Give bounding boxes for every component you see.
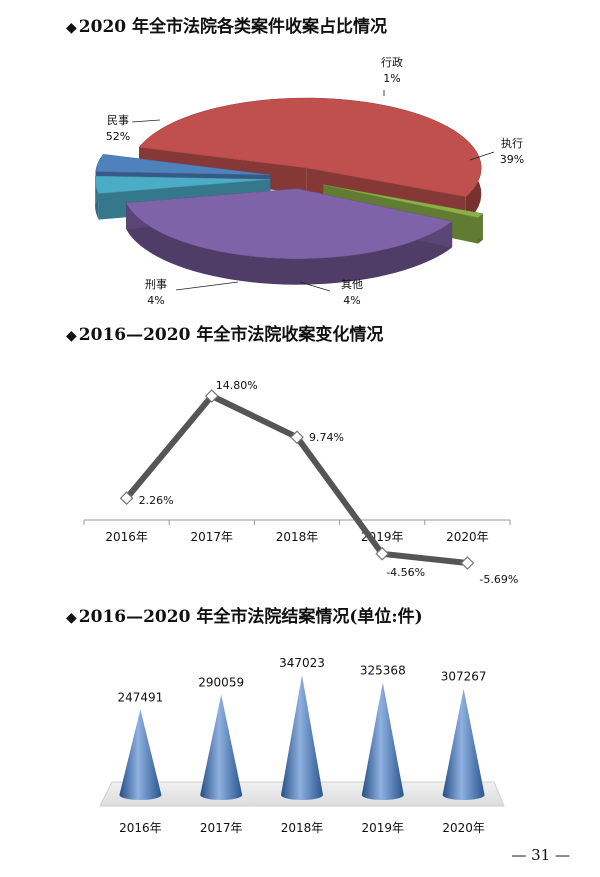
pie-slice-name: 执行 (501, 136, 523, 150)
cone-bar (200, 694, 243, 800)
diamond-bullet-icon: ◆ (66, 328, 77, 344)
cone-data-label: 247491 (117, 690, 163, 704)
pie-chart-title: ◆ 2020 年全市法院各类案件收案占比情况 (66, 17, 388, 37)
line-data-label: 14.80% (216, 379, 258, 392)
line-data-label: -4.56% (386, 566, 425, 579)
pie-slice-top (95, 154, 271, 176)
pie-slice-name: 刑事 (145, 278, 167, 291)
pie-slice-name: 其他 (341, 278, 363, 291)
line-data-label: 9.74% (309, 431, 344, 444)
line-x-tick-label: 2018年 (276, 530, 319, 544)
page-number: — 31 — (511, 846, 570, 864)
cone-data-label: 307267 (441, 670, 487, 684)
pie-slice-percent: 52% (106, 130, 130, 143)
pie-leader-line (469, 151, 495, 161)
cone-bar (119, 709, 162, 800)
cone-shape (442, 688, 485, 800)
pie-slice-top (323, 184, 484, 218)
diamond-bullet-icon: ◆ (66, 610, 77, 626)
pie-slice-percent: 39% (500, 153, 524, 166)
line-data-label: -5.69% (479, 573, 518, 586)
cone-x-tick-label: 2019年 (362, 821, 405, 835)
cone-shape (119, 709, 162, 800)
pie-slice-percent: 4% (343, 294, 360, 307)
line-x-tick-label: 2016年 (105, 530, 148, 544)
cone-data-label: 347023 (279, 656, 325, 670)
pie-slice (125, 188, 453, 285)
cone-chart: 247491 2016年 290059 2017年 347023 2018年 325368 2… (99, 656, 505, 835)
cone-shape (361, 682, 404, 800)
cone-data-label: 325368 (360, 663, 406, 677)
cone-x-tick-label: 2017年 (200, 821, 243, 835)
pie-slice-name: 民事 (107, 114, 129, 127)
line-data-label: 2.26% (139, 494, 174, 507)
line-x-tick-label: 2017年 (191, 530, 234, 544)
cone-x-tick-label: 2018年 (281, 821, 324, 835)
pie-slice-top (94, 175, 271, 194)
pie-leader-line (131, 119, 161, 123)
diamond-bullet-icon: ◆ (66, 20, 77, 36)
pie-chart (94, 97, 484, 285)
pie-labels: 民事 52% 行政 1% 执行 39% 其他 4% 刑事 4% (106, 55, 524, 307)
line-marker (375, 546, 390, 561)
line-marker (460, 556, 475, 570)
line-chart: 2016年 2017年 2018年 2019年 2020年2.26%14.80%9.74… (83, 379, 518, 586)
pie-slice-percent: 4% (147, 294, 164, 307)
pie-slice-name: 行政 (381, 55, 403, 69)
line-marker (204, 389, 219, 403)
pie-slice-side (126, 202, 453, 285)
cone-shape (200, 694, 243, 800)
pie-slice-percent: 1% (383, 72, 400, 85)
line-chart-title: ◆ 2016—2020 年全市法院收案变化情况 (66, 325, 384, 345)
cone-shape (281, 675, 323, 800)
line-marker (119, 491, 134, 506)
pie-leader-line (299, 281, 331, 292)
pie-slice-top (125, 188, 453, 259)
line-x-tick-label: 2020年 (446, 530, 489, 544)
cone-chart-title: ◆ 2016—2020 年全市法院结案情况(单位:件) (66, 607, 423, 627)
cone-bar (442, 688, 485, 800)
pie-leader-line (175, 281, 239, 291)
line-marker (290, 430, 304, 445)
cone-x-tick-label: 2020年 (442, 821, 485, 835)
cone-data-label: 290059 (198, 676, 244, 690)
cone-bar (361, 682, 404, 800)
cone-x-tick-label: 2016年 (119, 821, 162, 835)
cone-bar (281, 675, 323, 800)
pie-slice-top (138, 97, 482, 197)
